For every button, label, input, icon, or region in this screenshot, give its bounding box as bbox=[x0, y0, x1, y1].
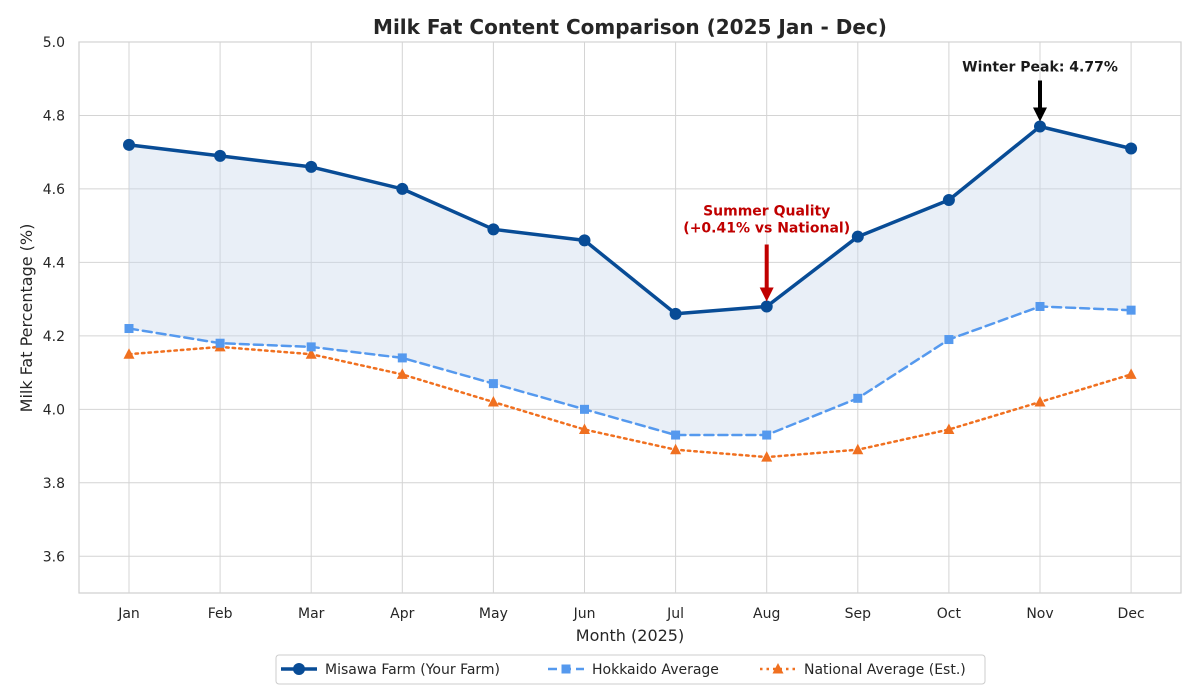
data-point bbox=[942, 193, 955, 206]
axis-ticks: 3.6 3.8 4.0 4.2 4.4 4.6 4.8 5.0 Jan Feb Mar Apr May J… bbox=[43, 35, 1145, 622]
series-1 bbox=[124, 301, 1136, 440]
data-point bbox=[487, 223, 500, 236]
data-point bbox=[851, 230, 864, 243]
y-tick-label: 5.0 bbox=[43, 35, 65, 51]
y-tick-label: 4.2 bbox=[43, 329, 65, 345]
data-point bbox=[1126, 305, 1136, 315]
data-point bbox=[1035, 301, 1045, 311]
data-point bbox=[1034, 120, 1046, 133]
data-point bbox=[671, 430, 681, 440]
peak-arrow-head bbox=[1033, 107, 1047, 122]
series-0 bbox=[123, 120, 1138, 320]
series-2 bbox=[123, 340, 1137, 462]
series-line bbox=[127, 305, 1133, 437]
data-point bbox=[488, 379, 498, 389]
x-axis-label: Month (2025) bbox=[576, 626, 684, 645]
data-point bbox=[578, 234, 591, 247]
data-point bbox=[669, 307, 682, 320]
data-point bbox=[124, 324, 134, 334]
y-tick-label: 3.8 bbox=[43, 476, 65, 492]
legend-entry: Hokkaido Average bbox=[548, 662, 719, 678]
x-tick-label: Aug bbox=[753, 606, 780, 622]
fill-between-region bbox=[129, 126, 1132, 435]
data-point bbox=[123, 348, 135, 359]
legend-entry: Misawa Farm (Your Farm) bbox=[281, 662, 500, 678]
summer-annotation-line2: (+0.41% vs National) bbox=[683, 220, 850, 236]
data-point bbox=[853, 393, 863, 403]
y-axis-label: Milk Fat Percentage (%) bbox=[17, 224, 36, 413]
x-tick-label: Nov bbox=[1026, 606, 1053, 622]
legend-label: National Average (Est.) bbox=[804, 662, 966, 678]
data-point bbox=[305, 348, 317, 359]
y-tick-label: 4.0 bbox=[43, 402, 65, 418]
data-point bbox=[396, 368, 408, 379]
x-tick-label: Dec bbox=[1118, 606, 1145, 622]
data-point bbox=[306, 342, 316, 352]
summer-arrow-head bbox=[759, 287, 774, 302]
data-point bbox=[852, 443, 864, 455]
legend: Misawa Farm (Your Farm) Hokkaido Average N… bbox=[275, 654, 986, 685]
x-tick-label: Apr bbox=[390, 606, 414, 622]
data-point bbox=[670, 443, 682, 455]
data-point bbox=[1125, 142, 1138, 155]
x-tick-label: Feb bbox=[208, 606, 233, 622]
data-point bbox=[760, 300, 773, 313]
legend-marker bbox=[561, 664, 571, 674]
x-tick-label: Oct bbox=[937, 606, 962, 622]
data-point bbox=[396, 182, 409, 195]
data-point bbox=[579, 423, 590, 435]
data-point bbox=[487, 395, 499, 407]
data-point bbox=[762, 430, 772, 440]
data-point bbox=[215, 338, 225, 348]
y-tick-label: 4.8 bbox=[43, 108, 65, 124]
data-point bbox=[944, 335, 954, 345]
x-tick-label: May bbox=[479, 606, 508, 622]
series-lines bbox=[123, 120, 1138, 462]
data-point bbox=[305, 160, 318, 173]
data-point bbox=[214, 149, 227, 162]
y-tick-label: 4.4 bbox=[43, 255, 65, 271]
plot-area bbox=[78, 41, 1182, 594]
data-point bbox=[397, 353, 407, 363]
grid-lines bbox=[78, 41, 1182, 594]
legend-box bbox=[275, 654, 986, 685]
legend-marker bbox=[772, 663, 784, 674]
data-point bbox=[761, 451, 773, 462]
x-tick-label: Mar bbox=[298, 606, 325, 622]
x-tick-label: Jul bbox=[666, 606, 684, 622]
legend-entry: National Average (Est.) bbox=[760, 662, 966, 678]
fill-between-area bbox=[129, 126, 1132, 435]
x-tick-label: Sep bbox=[845, 606, 872, 622]
legend-marker bbox=[293, 663, 305, 675]
summer-annotation-line1: Summer Quality bbox=[703, 203, 830, 219]
y-tick-label: 4.6 bbox=[43, 182, 65, 198]
data-point bbox=[1034, 395, 1046, 407]
y-tick-label: 3.6 bbox=[43, 549, 65, 565]
data-point bbox=[943, 423, 955, 435]
series-line bbox=[127, 345, 1133, 459]
chart-title: Milk Fat Content Comparison (2025 Jan - … bbox=[373, 15, 887, 39]
legend-label: Hokkaido Average bbox=[592, 662, 719, 678]
winter-peak-annotation: Winter Peak: 4.77% bbox=[962, 59, 1118, 75]
series-line bbox=[127, 124, 1133, 316]
legend-label: Misawa Farm (Your Farm) bbox=[325, 662, 500, 678]
x-tick-label: Jun bbox=[573, 606, 596, 622]
x-tick-label: Jan bbox=[117, 606, 140, 622]
data-point bbox=[1125, 368, 1137, 379]
data-point bbox=[580, 404, 589, 414]
annotations: Winter Peak: 4.77% Summer Quality(+0.41% … bbox=[683, 59, 1118, 302]
data-point bbox=[123, 138, 135, 151]
